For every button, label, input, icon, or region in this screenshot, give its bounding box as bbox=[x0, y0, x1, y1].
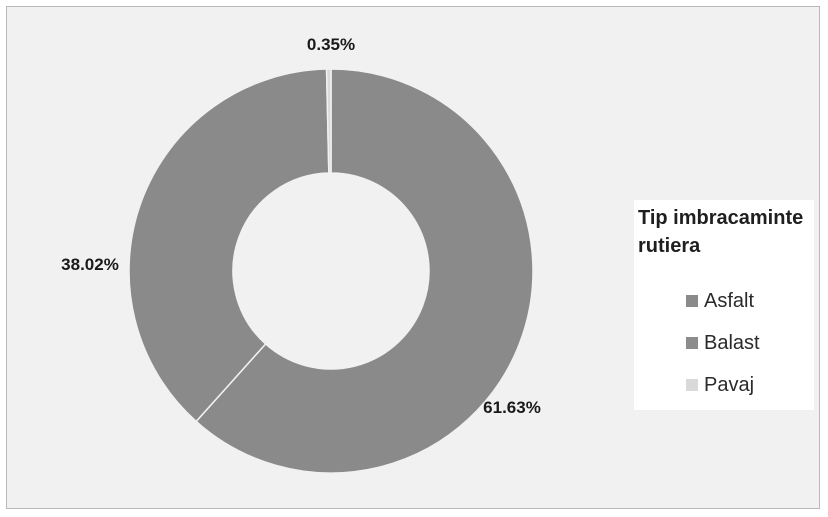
legend-title: Tip imbracaminte rutiera bbox=[638, 207, 804, 257]
slice-balast[interactable] bbox=[128, 68, 330, 423]
data-label-asfalt: 61.63% bbox=[483, 398, 541, 417]
legend-item-asfalt[interactable]: Asfalt bbox=[686, 280, 760, 322]
legend-label-pavaj: Pavaj bbox=[704, 373, 755, 396]
legend-swatch-pavaj bbox=[686, 379, 698, 391]
slice-asfalt[interactable] bbox=[195, 68, 534, 474]
legend-label-balast: Balast bbox=[704, 331, 760, 354]
data-label-pavaj: 0.35% bbox=[307, 35, 355, 54]
legend-item-pavaj[interactable]: Pavaj bbox=[686, 364, 760, 406]
legend: Tip imbracaminte rutiera Asfalt Balast P… bbox=[634, 200, 814, 410]
legend-swatch-balast bbox=[686, 337, 698, 349]
legend-list: Asfalt Balast Pavaj bbox=[686, 280, 760, 406]
slice-pavaj[interactable] bbox=[325, 68, 332, 174]
legend-label-asfalt: Asfalt bbox=[704, 289, 755, 312]
legend-swatch-asfalt bbox=[686, 295, 698, 307]
legend-item-balast[interactable]: Balast bbox=[686, 322, 760, 364]
data-label-balast: 38.02% bbox=[61, 255, 119, 274]
